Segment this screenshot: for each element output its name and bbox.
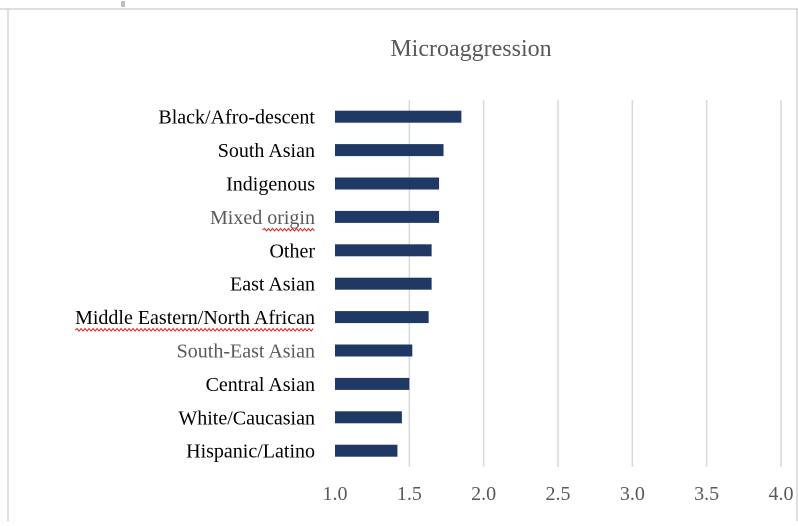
x-tick-label: 3.5 [694,483,719,505]
category-label: Mixed origin [210,207,315,229]
x-tick-label: 4.0 [769,483,794,505]
bar [335,244,432,257]
bar [335,344,413,357]
category-label: Middle Eastern/North African [75,307,315,329]
category-label: South-East Asian [177,341,315,363]
bars [335,110,462,457]
x-axis-tick-labels: 1.0 1.5 2.0 2.5 3.0 3.5 4.0 [323,483,794,505]
bar [335,311,429,324]
bar [335,177,440,190]
bar [335,444,398,457]
bar [335,144,444,157]
bar [335,277,432,290]
x-tick-label: 2.5 [546,483,571,505]
category-label: Other [269,240,315,262]
x-tick-label: 1.0 [323,483,348,505]
category-label: Indigenous [226,174,315,196]
category-label: South Asian [218,140,315,162]
category-labels: Black/Afro-descent South Asian Indigenous M… [74,107,315,463]
bar [335,411,402,424]
category-label: White/Caucasian [178,407,315,429]
bar [335,377,410,390]
category-label: East Asian [230,274,315,296]
spellcheck-underline [74,327,314,332]
x-tick-label: 3.0 [620,483,645,505]
bar [335,110,462,123]
category-label: Black/Afro-descent [158,107,315,129]
category-label: Central Asian [206,374,315,396]
gridlines [408,100,782,467]
chart-title: Microaggression [390,36,551,62]
x-tick-label: 2.0 [471,483,496,505]
category-label: Hispanic/Latino [186,441,315,463]
x-tick-label: 1.5 [397,483,422,505]
spellcheck-underline [262,227,315,232]
bar [335,210,440,223]
